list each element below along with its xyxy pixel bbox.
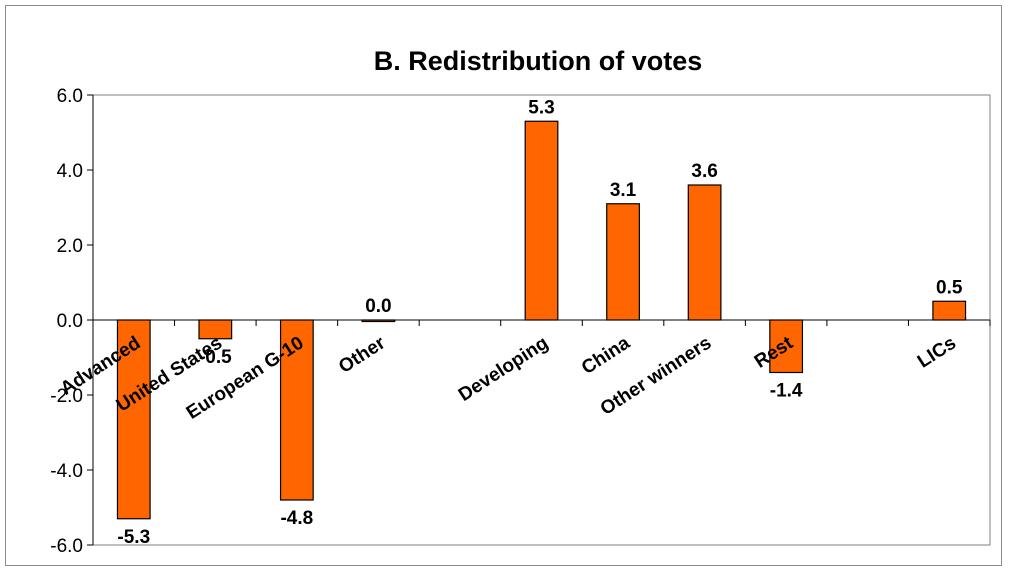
data-label: 3.1 [610, 180, 637, 201]
x-tick-label: Developing [455, 333, 552, 406]
bar [279, 319, 314, 501]
bar [932, 300, 967, 321]
bars [116, 120, 967, 520]
bar [361, 319, 396, 323]
x-tick-label: Other [335, 332, 389, 378]
data-labels: -5.3 -0.5 -4.8 0.0 5.3 3.1 3.6 -1.4 0.5 [117, 97, 962, 548]
y-tick-label: 0.0 [57, 311, 83, 332]
y-tick-label: 6.0 [57, 86, 83, 107]
data-label: 3.6 [691, 161, 717, 182]
bar [524, 120, 559, 321]
y-tick-label: -6.0 [50, 536, 83, 557]
data-label: 5.3 [528, 97, 554, 118]
data-label: 0.5 [936, 277, 963, 298]
data-label: -5.3 [117, 527, 150, 548]
data-label: -0.5 [199, 347, 232, 368]
y-axis: -6.0 -4.0 -2.0 0.0 2.0 4.0 6.0 [50, 86, 94, 557]
bar [198, 319, 233, 340]
data-label: -4.8 [280, 508, 313, 529]
bar [769, 319, 804, 374]
bar [606, 203, 640, 321]
y-tick-label: -2.0 [50, 386, 83, 407]
chart-area [5, 5, 1002, 566]
bar [687, 184, 722, 321]
data-label: -1.4 [770, 381, 803, 402]
chart-title: B. Redistribution of votes [374, 46, 703, 76]
y-tick-label: 2.0 [57, 236, 83, 257]
y-tick-label: -4.0 [50, 461, 83, 482]
bar [116, 319, 151, 520]
y-tick-label: 4.0 [57, 161, 83, 182]
data-label: 0.0 [365, 296, 391, 317]
x-tick-label: LICs [914, 333, 960, 373]
x-tick-label: China [578, 332, 634, 379]
